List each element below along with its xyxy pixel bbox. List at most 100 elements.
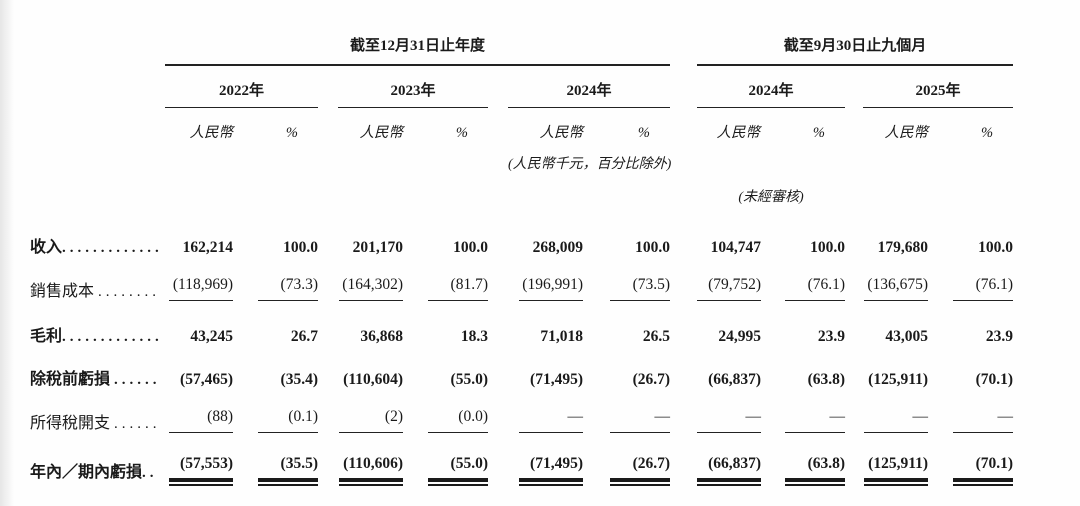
value-cell: — [519,408,583,433]
value-cell: 100.0 [810,239,846,256]
value-cell: (76.1) [953,276,1014,301]
units-note: (人民幣千元，百分比除外) [508,157,672,172]
table-row-revenue: 收入............. 162,214 100.0 201,170 10… [0,206,1080,257]
year-2024-nine-months: 2024年 [697,79,846,108]
value-cell: (2) [339,408,403,433]
table-row-gross-profit: 毛利............. 43,245 26.7 36,868 18.3 … [0,301,1080,346]
table-row-income-tax-expense: 所得稅開支 ...... (88) (0.1) (2) (0.0) — — — … [0,389,1080,433]
subheader-row: 人民幣 % 人民幣 % 人民幣 % 人民幣 % 人民幣 % [0,108,1080,142]
unaudited-note-row: (未經審核) [0,173,1080,206]
page-edge-shadow [0,0,14,506]
value-cell: (66,837) [697,455,762,486]
currency-header: 人民幣 [716,125,761,141]
percent-header: % [285,125,298,141]
value-cell: (196,991) [519,276,583,301]
value-cell: 24,995 [718,328,762,345]
value-cell: 36,868 [360,328,403,345]
value-cell: (164,302) [339,276,403,301]
value-cell: (110,604) [343,371,403,388]
dot-leader: ...... [114,372,161,388]
value-cell: 201,170 [352,239,403,256]
table-row-loss-before-tax: 除稅前虧損 ...... (57,465) (35.4) (110,604) (… [0,346,1080,389]
row-label: 銷售成本 ........ [30,283,161,300]
year-2023: 2023年 [338,79,488,108]
value-cell: (63.8) [807,371,846,388]
financial-summary-table: 截至12月31日止年度 截至9月30日止九個月 2022年 2023年 2024… [0,22,1080,486]
percent-header: % [637,125,651,141]
value-cell: 23.9 [985,328,1014,345]
value-cell: (63.8) [785,455,846,486]
value-cell: (57,465) [180,371,233,388]
value-cell: (55.0) [428,455,488,486]
percent-header: % [455,125,468,141]
value-cell: (71,495) [519,455,583,486]
period-group-row: 截至12月31日止年度 截至9月30日止九個月 [0,22,1080,66]
value-cell: 268,009 [532,239,583,256]
value-cell: (81.7) [428,276,488,301]
value-cell: (73.5) [610,276,671,301]
value-cell: (55.0) [450,371,488,388]
currency-header: 人民幣 [884,125,929,141]
period-group-annual: 截至12月31日止年度 [165,34,671,66]
row-label: 所得稅開支 ...... [30,415,161,432]
row-label: 毛利............. [30,328,163,345]
dot-leader: .. [142,465,158,481]
value-cell: 100.0 [635,239,671,256]
dot-leader: ............. [62,329,163,345]
currency-header: 人民幣 [189,125,234,141]
value-cell: 104,747 [710,239,762,256]
year-2025-nine-months: 2025年 [863,79,1014,108]
value-cell: (76.1) [785,276,846,301]
value-cell: 100.0 [978,239,1014,256]
value-cell: 162,214 [182,239,233,256]
value-cell: 71,018 [540,328,583,345]
value-cell: (110,606) [339,455,403,486]
value-cell: (35.5) [258,455,318,486]
currency-header: 人民幣 [539,125,584,141]
value-cell: (0.0) [428,408,488,433]
dot-leader: ........ [98,284,161,300]
value-cell: 100.0 [453,239,488,256]
value-cell: — [785,408,846,433]
value-cell: 26.7 [290,328,318,345]
value-cell: (0.1) [258,408,318,433]
row-label: 收入............. [30,239,163,256]
value-cell: (136,675) [864,276,929,301]
value-cell: (125,911) [868,371,929,388]
value-cell: (88) [169,408,233,433]
table-row-cost-of-sales: 銷售成本 ........ (118,969) (73.3) (164,302)… [0,257,1080,301]
value-cell: 43,245 [190,328,233,345]
value-cell: (66,837) [708,371,762,388]
units-note-row: (人民幣千元，百分比除外) [0,142,1080,173]
value-cell: 179,680 [877,239,929,256]
percent-header: % [812,125,826,141]
value-cell: (71,495) [530,371,583,388]
unaudited-note: (未經審核) [738,190,804,205]
value-cell: — [697,408,762,433]
value-cell: — [610,408,671,433]
value-cell: (70.1) [953,455,1014,486]
table-row-loss-for-the-period: 年內／期內虧損.. (57,553) (35.5) (110,606) (55.… [0,433,1080,486]
value-cell: 23.9 [817,328,846,345]
year-2024: 2024年 [508,79,671,108]
year-2022: 2022年 [165,79,318,108]
percent-header: % [980,125,994,141]
year-header-row: 2022年 2023年 2024年 2024年 2025年 [0,66,1080,108]
currency-header: 人民幣 [359,125,404,141]
value-cell: 100.0 [283,239,318,256]
value-cell: (118,969) [169,276,233,301]
row-label: 除稅前虧損 ...... [30,371,161,388]
period-group-nine-months: 截至9月30日止九個月 [697,34,1014,66]
dot-leader: ...... [114,416,161,432]
value-cell: (26.7) [610,455,671,486]
value-cell: (73.3) [258,276,318,301]
row-label: 年內／期內虧損.. [30,464,158,481]
value-cell: 43,005 [885,328,929,345]
value-cell: (79,752) [697,276,762,301]
value-cell: (26.7) [632,371,671,388]
value-cell: 18.3 [460,328,488,345]
value-cell: — [953,408,1014,433]
dot-leader: ............. [62,240,163,256]
value-cell: (35.4) [280,371,318,388]
